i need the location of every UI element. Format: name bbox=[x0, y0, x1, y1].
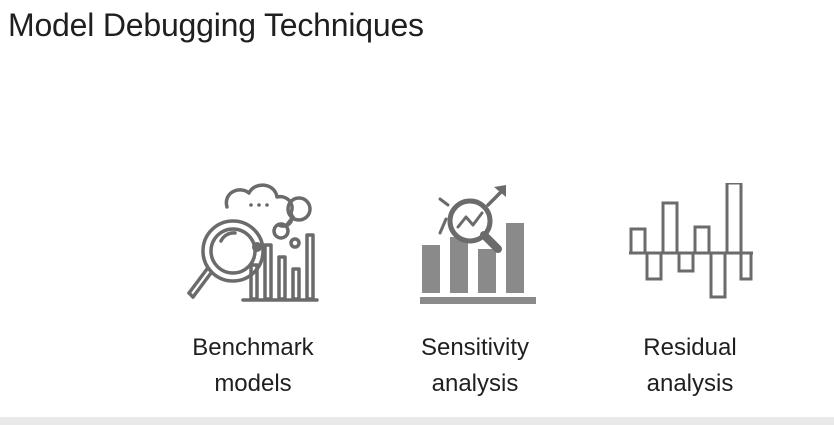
residual-bars-icon bbox=[629, 183, 753, 299]
caption-line-1: Residual bbox=[643, 334, 737, 361]
bottom-band bbox=[0, 417, 834, 425]
technique-residual-analysis: Residual analysis bbox=[595, 160, 785, 402]
sensitivity-magnifier-bars-icon bbox=[420, 185, 536, 304]
technique-benchmark-models: Benchmark models bbox=[158, 160, 348, 402]
technique-caption: Sensitivity analysis bbox=[380, 330, 570, 402]
technique-caption: Benchmark models bbox=[158, 330, 348, 402]
technique-caption: Residual analysis bbox=[595, 330, 785, 402]
slide-title: Model Debugging Techniques bbox=[8, 7, 424, 43]
benchmark-magnifier-chart-icon bbox=[187, 183, 319, 302]
caption-line-2: models bbox=[214, 370, 292, 397]
caption-line-1: Sensitivity bbox=[420, 334, 530, 361]
technique-sensitivity-analysis: Sensitivity analysis bbox=[380, 160, 570, 402]
caption-line-2: analysis bbox=[646, 370, 734, 397]
caption-line-1: Benchmark bbox=[192, 334, 314, 361]
caption-line-2: analysis bbox=[431, 370, 519, 397]
